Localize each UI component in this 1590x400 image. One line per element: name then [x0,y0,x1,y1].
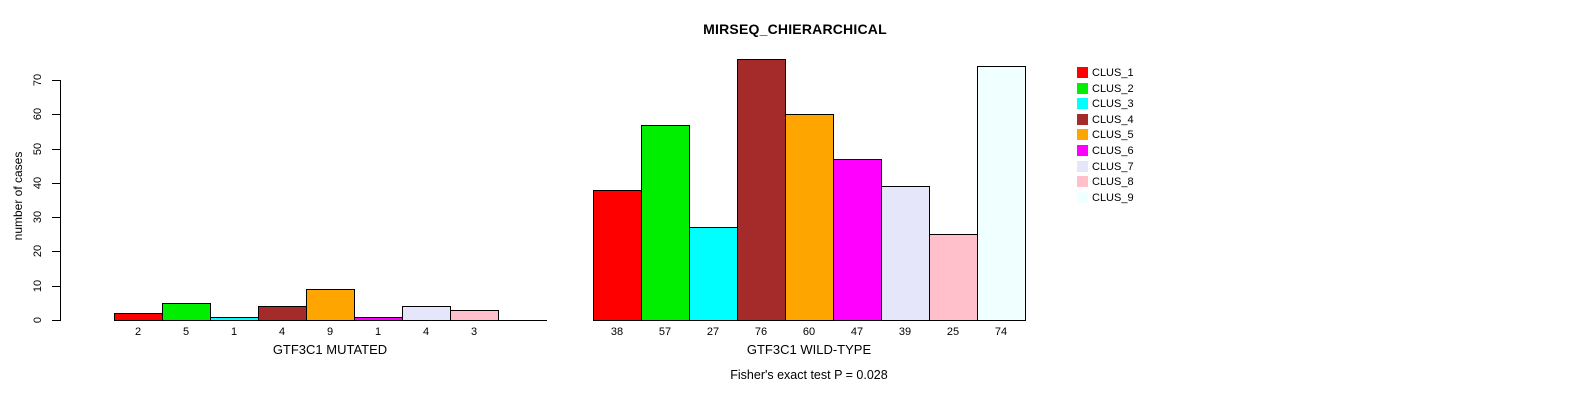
bar [833,159,882,321]
bar [306,289,355,321]
legend-swatch [1077,161,1088,172]
bar-value-label: 60 [802,326,816,338]
bar [977,66,1026,321]
legend-label: CLUS_7 [1092,161,1134,173]
bar [450,310,499,321]
y-tick-label: 40 [32,176,44,190]
legend-swatch [1077,114,1088,125]
bar [354,317,403,321]
legend-swatch [1077,145,1088,156]
bar-value-label: 27 [706,326,720,338]
y-tick [52,217,60,218]
bar-value-label: 1 [374,326,382,338]
y-tick [52,114,60,115]
bar-value-label: 4 [422,326,430,338]
bar [641,125,690,321]
bar-value-label: 2 [134,326,142,338]
legend-label: CLUS_9 [1092,192,1134,204]
bar [258,306,307,321]
y-tick-label: 20 [32,244,44,258]
y-tick-label: 0 [32,316,44,324]
bar [593,190,642,321]
y-tick-label: 70 [32,73,44,87]
y-axis-label: number of cases [11,151,25,241]
bar-value-label: 74 [994,326,1008,338]
y-axis-line [60,80,61,321]
bar-value-label: 39 [898,326,912,338]
bar-value-label: 47 [850,326,864,338]
bar [881,186,930,321]
bar-value-label: 9 [326,326,334,338]
bar [210,317,259,321]
legend-label: CLUS_3 [1092,98,1134,110]
y-tick-label: 10 [32,279,44,293]
legend-swatch [1077,67,1088,78]
bar [737,59,786,321]
y-tick [52,149,60,150]
legend-label: CLUS_5 [1092,129,1134,141]
legend-label: CLUS_6 [1092,145,1134,157]
bar [689,227,738,321]
legend-swatch [1077,192,1088,203]
y-tick [52,320,60,321]
legend-swatch [1077,129,1088,140]
legend-label: CLUS_1 [1092,67,1134,79]
bar [162,303,211,321]
bar [402,306,451,321]
fisher-annotation: Fisher's exact test P = 0.028 [730,368,888,382]
y-tick [52,251,60,252]
bar-value-label: 4 [278,326,286,338]
bar-value-label: 76 [754,326,768,338]
bar-value-label: 25 [946,326,960,338]
y-tick [52,286,60,287]
legend-label: CLUS_2 [1092,83,1134,95]
bar [785,114,834,321]
bar [929,234,978,321]
chart-title: MIRSEQ_CHIERARCHICAL [703,21,887,37]
y-tick-label: 50 [32,142,44,156]
bar-value-label: 38 [610,326,624,338]
y-tick [52,80,60,81]
x-axis-title-mutated: GTF3C1 MUTATED [272,342,388,357]
legend-swatch [1077,83,1088,94]
y-tick [52,183,60,184]
y-tick-label: 60 [32,107,44,121]
x-axis-title-wildtype: GTF3C1 WILD-TYPE [746,342,872,357]
bar-value-label: 3 [470,326,478,338]
legend-swatch [1077,98,1088,109]
y-tick-label: 30 [32,210,44,224]
bar-value-label: 1 [230,326,238,338]
bar [114,313,163,321]
bar-value-label: 57 [658,326,672,338]
legend-label: CLUS_4 [1092,114,1134,126]
bar-value-label: 5 [182,326,190,338]
legend-swatch [1077,176,1088,187]
legend-label: CLUS_8 [1092,176,1134,188]
